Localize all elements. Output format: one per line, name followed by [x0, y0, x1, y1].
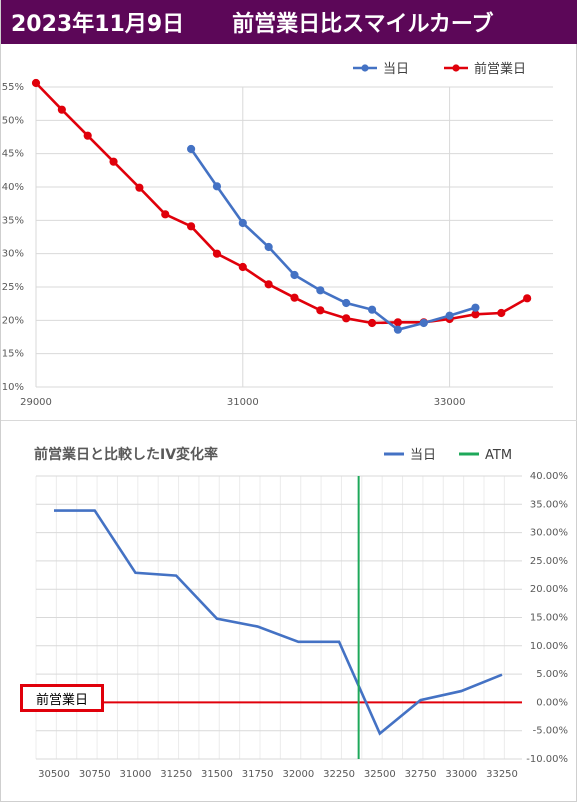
- y-tick-label: 30%: [2, 249, 24, 260]
- panel-divider: [1, 420, 577, 421]
- series-line-前営業日: [35, 82, 528, 325]
- x-tick-label: 33000: [434, 397, 466, 408]
- x-tick-label: 33000: [445, 769, 477, 780]
- data-point: [187, 144, 196, 154]
- y-tick-label: 25%: [2, 282, 24, 293]
- y-tick-label: 35.00%: [530, 499, 568, 510]
- x-tick-label: 31000: [227, 397, 259, 408]
- data-point: [316, 286, 325, 295]
- data-point: [419, 318, 428, 328]
- data-point: [212, 249, 222, 258]
- data-point: [393, 325, 402, 334]
- data-point: [367, 305, 377, 314]
- data-point: [238, 218, 247, 228]
- data-point: [31, 78, 41, 88]
- data-point: [57, 105, 66, 114]
- data-point: [264, 242, 273, 252]
- x-tick-label: 30500: [38, 769, 70, 780]
- x-tick-label: 32500: [364, 769, 396, 780]
- y-tick-label: 10.00%: [530, 641, 568, 652]
- series-line-当日: [54, 509, 503, 736]
- y-tick-label: 15%: [2, 349, 24, 360]
- legend-marker: [452, 64, 460, 72]
- x-tick-label: 31500: [201, 769, 233, 780]
- data-point: [187, 222, 196, 231]
- x-tick-label: 29000: [20, 397, 52, 408]
- legend-label: 前営業日: [474, 61, 526, 77]
- y-tick-label: 30.00%: [530, 528, 568, 539]
- data-point: [316, 306, 325, 315]
- iv-change-chart: 前営業日と比較したIV変化率 40.00% 35.00% 30.00% 25.00% 20…: [34, 446, 568, 780]
- report-date: 2023年11月9日: [11, 12, 185, 37]
- data-point: [290, 270, 299, 280]
- y-tick-label: 10%: [2, 382, 24, 393]
- y-tick-label: 0.00%: [536, 697, 568, 708]
- x-tick-label: 32000: [282, 769, 314, 780]
- title-bar: 2023年11月9日 前営業日比スマイルカーブ: [1, 0, 577, 44]
- data-point: [109, 157, 118, 166]
- data-point: [471, 303, 480, 312]
- data-point: [471, 310, 480, 319]
- data-point: [497, 308, 506, 318]
- smile-curve-chart: 10% 15% 20% 25% 30% 35% 40% 45% 50% 55% 29000 31000…: [2, 61, 553, 408]
- y-tick-label: 25.00%: [530, 556, 568, 567]
- data-point: [342, 314, 351, 323]
- y-tick-label: 15.00%: [530, 613, 568, 624]
- reference-line-label: 前営業日: [20, 684, 104, 712]
- y-tick-label: 45%: [2, 149, 24, 160]
- x-tick-label: 31750: [242, 769, 274, 780]
- x-tick-label: 31000: [120, 769, 152, 780]
- x-tick-label: 33250: [486, 769, 518, 780]
- series-line-当日: [190, 148, 476, 332]
- data-point: [393, 318, 402, 327]
- data-point: [83, 131, 92, 140]
- y-tick-label: -5.00%: [533, 726, 568, 737]
- data-point: [135, 183, 144, 192]
- data-point: [161, 210, 170, 219]
- data-point: [445, 311, 454, 320]
- data-point: [290, 293, 299, 302]
- legend-label: 当日: [410, 448, 436, 463]
- chart-title: 前営業日と比較したIV変化率: [34, 446, 218, 463]
- x-tick-label: 30750: [79, 769, 111, 780]
- y-tick-label: 20%: [2, 315, 24, 326]
- data-point: [238, 262, 247, 272]
- legend-label: 当日: [383, 62, 409, 77]
- legend-label: ATM: [485, 448, 512, 463]
- data-point: [264, 280, 273, 289]
- data-point: [523, 294, 532, 303]
- report-title: 前営業日比スマイルカーブ: [232, 12, 494, 37]
- y-tick-label: 50%: [2, 115, 24, 126]
- y-tick-label: 40%: [2, 182, 24, 193]
- legend-marker: [361, 64, 369, 72]
- y-tick-label: 40.00%: [530, 471, 568, 482]
- y-tick-label: -10.00%: [526, 754, 568, 765]
- y-tick-label: 5.00%: [536, 669, 568, 680]
- y-tick-label: 20.00%: [530, 584, 568, 595]
- data-point: [342, 298, 351, 308]
- x-tick-label: 31250: [160, 769, 192, 780]
- y-tick-label: 35%: [2, 215, 24, 226]
- data-point: [212, 182, 222, 191]
- y-tick-label: 55%: [2, 82, 24, 93]
- x-tick-label: 32750: [405, 769, 437, 780]
- data-point: [367, 318, 377, 328]
- x-tick-label: 32250: [323, 769, 355, 780]
